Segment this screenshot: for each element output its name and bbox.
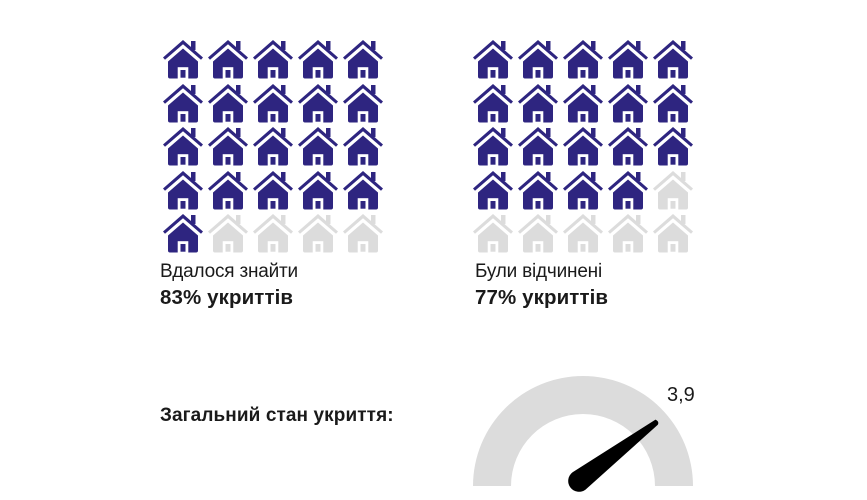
- house-icon-empty: [561, 211, 606, 255]
- house-icon-empty: [651, 211, 696, 255]
- gauge-chart: [473, 376, 693, 492]
- house-icon-filled: [296, 37, 341, 81]
- house-icon-filled: [251, 124, 296, 168]
- house-icon-filled: [251, 168, 296, 212]
- house-icon-filled: [161, 124, 206, 168]
- house-icon-empty: [251, 211, 296, 255]
- house-icon-empty: [471, 211, 516, 255]
- house-icon-filled: [161, 81, 206, 125]
- house-icon-filled: [516, 168, 561, 212]
- house-icon-filled: [471, 124, 516, 168]
- pictogram-found: [161, 37, 386, 255]
- caption-found-label: Вдалося знайти: [160, 261, 298, 282]
- house-icon-empty: [606, 211, 651, 255]
- house-icon-filled: [516, 81, 561, 125]
- house-icon-filled: [606, 124, 651, 168]
- house-icon-filled: [341, 124, 386, 168]
- pictogram-open: [471, 37, 696, 255]
- house-icon-filled: [561, 37, 606, 81]
- house-icon-filled: [161, 37, 206, 81]
- house-icon-filled: [161, 211, 206, 255]
- house-icon-filled: [341, 37, 386, 81]
- house-icon-filled: [561, 124, 606, 168]
- caption-open-value: 77% укриттів: [475, 286, 609, 309]
- house-icon-filled: [251, 81, 296, 125]
- house-icon-filled: [651, 81, 696, 125]
- house-icon-filled: [341, 168, 386, 212]
- house-icon-empty: [516, 211, 561, 255]
- gauge-label: Загальний стан укриття:: [160, 405, 394, 426]
- house-icon-filled: [606, 168, 651, 212]
- house-icon-filled: [471, 37, 516, 81]
- house-icon-filled: [516, 124, 561, 168]
- house-icon-empty: [206, 211, 251, 255]
- caption-found-value: 83% укриттів: [160, 286, 294, 309]
- gauge-value: 3,9: [667, 384, 695, 406]
- house-icon-filled: [561, 81, 606, 125]
- house-icon-filled: [206, 168, 251, 212]
- caption-open: Були відчинені 77% укриттів: [475, 262, 608, 309]
- house-icon-filled: [561, 168, 606, 212]
- house-icon-filled: [651, 124, 696, 168]
- house-icon-filled: [206, 124, 251, 168]
- house-icon-filled: [516, 37, 561, 81]
- house-icon-filled: [206, 37, 251, 81]
- caption-found: Вдалося знайти 83% укриттів: [160, 262, 298, 309]
- house-icon-filled: [251, 37, 296, 81]
- house-icon-filled: [651, 37, 696, 81]
- house-icon-filled: [606, 37, 651, 81]
- house-icon-filled: [471, 81, 516, 125]
- house-icon-filled: [296, 124, 341, 168]
- house-icon-filled: [296, 168, 341, 212]
- house-icon-empty: [341, 211, 386, 255]
- caption-open-label: Були відчинені: [475, 261, 602, 282]
- house-icon-empty: [651, 168, 696, 212]
- gauge-needle: [568, 419, 659, 492]
- house-icon-filled: [341, 81, 386, 125]
- house-icon-empty: [296, 211, 341, 255]
- house-icon-filled: [206, 81, 251, 125]
- house-icon-filled: [471, 168, 516, 212]
- house-icon-filled: [161, 168, 206, 212]
- house-icon-filled: [606, 81, 651, 125]
- gauge-track: [473, 376, 693, 486]
- house-icon-filled: [296, 81, 341, 125]
